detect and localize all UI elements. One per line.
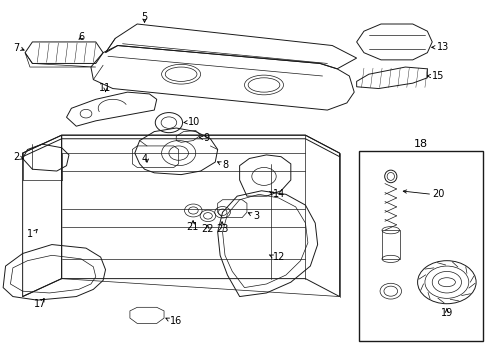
Bar — [358, 151, 483, 341]
Text: 23: 23 — [215, 225, 228, 234]
Text: 19: 19 — [440, 308, 452, 318]
Text: 10: 10 — [188, 117, 200, 127]
Text: 13: 13 — [436, 42, 448, 52]
Text: 20: 20 — [431, 189, 444, 199]
Text: 17: 17 — [34, 299, 46, 309]
Text: 16: 16 — [170, 316, 182, 325]
Text: 14: 14 — [272, 189, 285, 199]
Text: 6: 6 — [78, 32, 84, 41]
Text: 21: 21 — [186, 222, 199, 232]
Text: 4: 4 — [141, 154, 147, 164]
Text: 3: 3 — [253, 211, 259, 221]
Text: 5: 5 — [141, 12, 147, 22]
Text: 18: 18 — [413, 139, 427, 149]
Text: 1: 1 — [27, 229, 33, 239]
Text: 8: 8 — [222, 160, 228, 170]
Text: 11: 11 — [99, 83, 111, 93]
Text: 2: 2 — [13, 152, 20, 162]
Text: 12: 12 — [272, 252, 285, 262]
Text: 7: 7 — [13, 43, 19, 53]
Text: 15: 15 — [431, 71, 444, 81]
Bar — [381, 230, 399, 259]
Text: 9: 9 — [203, 133, 209, 143]
Text: 22: 22 — [201, 225, 213, 234]
